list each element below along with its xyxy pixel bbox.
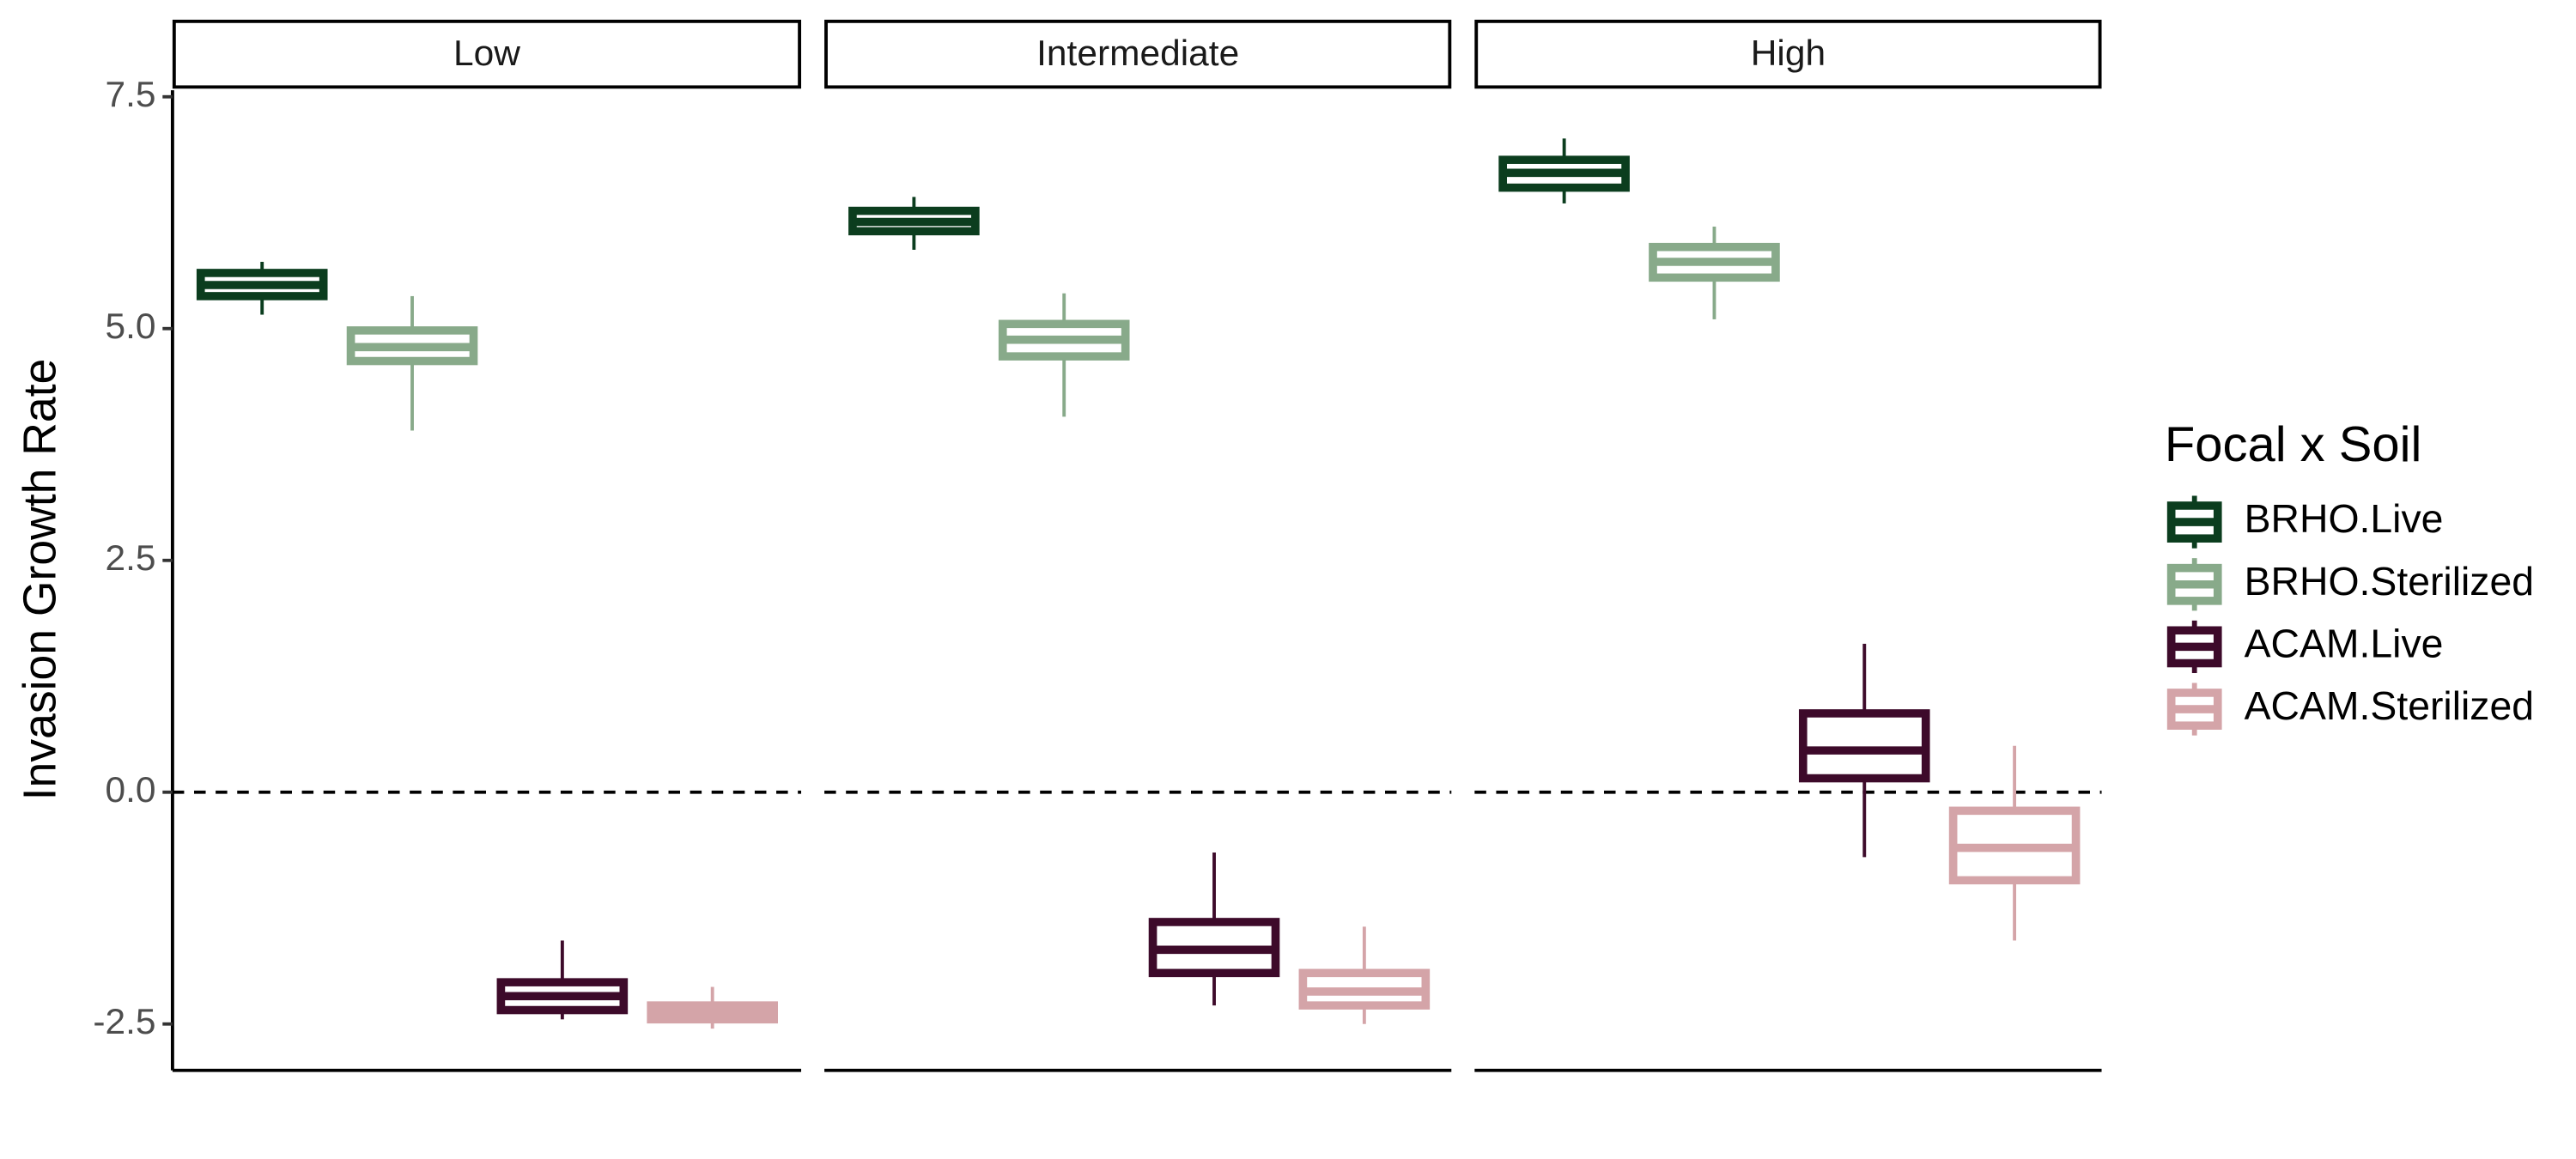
y-axis-label: Invasion Growth Rate (14, 359, 65, 801)
legend-title: Focal x Soil (2165, 417, 2421, 472)
y-tick-label: -2.5 (93, 1001, 155, 1041)
legend-label: BRHO.Live (2245, 496, 2444, 541)
y-tick-label: 5.0 (106, 306, 156, 346)
facet-strip (172, 19, 802, 89)
legend-label: ACAM.Sterilized (2245, 683, 2534, 728)
facet-strip (1474, 19, 2102, 89)
legend-label: ACAM.Live (2245, 622, 2444, 666)
facet-label: High (1751, 33, 1826, 73)
y-tick-label: 7.5 (106, 74, 156, 114)
y-tick-label: 2.5 (106, 537, 156, 578)
facet-strip (824, 19, 1452, 89)
y-tick-label: 0.0 (106, 769, 156, 810)
box (1798, 709, 1930, 783)
legend-label: BRHO.Sterilized (2245, 559, 2534, 604)
facet-label: Low (453, 33, 520, 73)
facet-label: Intermediate (1036, 33, 1239, 73)
